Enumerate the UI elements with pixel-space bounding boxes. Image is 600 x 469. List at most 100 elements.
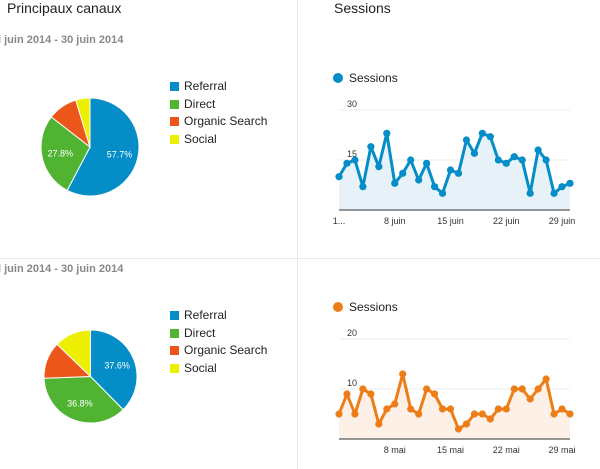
data-point[interactable] xyxy=(335,410,343,418)
data-point[interactable] xyxy=(510,385,518,393)
legend-item-organic-search[interactable]: Organic Search xyxy=(170,114,267,132)
data-point[interactable] xyxy=(359,385,367,393)
legend-label: Referral xyxy=(184,79,227,93)
data-point[interactable] xyxy=(423,385,431,393)
data-point[interactable] xyxy=(335,173,343,181)
series-dot xyxy=(333,73,343,83)
data-point[interactable] xyxy=(446,166,455,174)
data-point[interactable] xyxy=(438,405,447,413)
pie-slice-referral[interactable] xyxy=(66,97,140,197)
legend-item-direct[interactable]: Direct xyxy=(170,326,267,344)
pie-legend-1: Referral Direct Organic Search Social xyxy=(170,79,267,149)
data-point[interactable] xyxy=(454,425,463,433)
line-chart-1[interactable]: 30 15 1... 8 juin 15 juin 22 juin 29 juin xyxy=(333,90,600,230)
data-point[interactable] xyxy=(534,146,542,154)
data-point[interactable] xyxy=(566,410,574,418)
data-point[interactable] xyxy=(486,415,494,423)
data-point[interactable] xyxy=(399,169,407,177)
y-tick-label: 30 xyxy=(347,99,357,109)
pie-slice-social[interactable] xyxy=(56,329,91,378)
data-point[interactable] xyxy=(486,133,494,141)
data-point[interactable] xyxy=(391,179,399,187)
data-point[interactable] xyxy=(423,159,431,167)
data-point[interactable] xyxy=(343,159,351,167)
x-tick-label: 15 mai xyxy=(437,445,464,455)
pie-slice-referral[interactable] xyxy=(90,329,138,411)
data-point[interactable] xyxy=(454,169,463,177)
series-area xyxy=(339,133,570,210)
data-point[interactable] xyxy=(470,149,479,157)
data-point[interactable] xyxy=(566,179,574,187)
data-point[interactable] xyxy=(470,410,479,418)
x-tick-label: 22 mai xyxy=(493,445,520,455)
x-tick-label: 8 mai xyxy=(384,445,406,455)
data-point[interactable] xyxy=(494,405,502,413)
data-point[interactable] xyxy=(446,405,455,413)
data-point[interactable] xyxy=(399,370,407,378)
data-point[interactable] xyxy=(383,405,391,413)
data-point[interactable] xyxy=(542,375,550,383)
data-point[interactable] xyxy=(518,385,526,393)
legend-item-referral[interactable]: Referral xyxy=(170,79,267,97)
legend-label: Organic Search xyxy=(184,343,268,357)
data-point[interactable] xyxy=(510,153,518,161)
data-point[interactable] xyxy=(502,159,510,167)
series-legend-2[interactable]: Sessions xyxy=(333,300,398,314)
data-point[interactable] xyxy=(518,156,526,164)
data-point[interactable] xyxy=(478,410,486,418)
organic-search-swatch xyxy=(170,346,179,355)
referral-swatch xyxy=(170,82,179,91)
data-point[interactable] xyxy=(550,410,558,418)
line-chart-2[interactable]: 20 10 8 mai 15 mai 22 mai 29 mai xyxy=(333,320,600,460)
data-point[interactable] xyxy=(351,410,359,418)
pie-chart-1[interactable]: 57.7% 27.8% xyxy=(40,97,140,197)
pie-pct-label: 37.6% xyxy=(104,361,130,371)
data-point[interactable] xyxy=(375,163,383,171)
data-point[interactable] xyxy=(534,385,542,393)
data-point[interactable] xyxy=(407,405,415,413)
data-point[interactable] xyxy=(367,143,375,151)
data-point[interactable] xyxy=(359,183,367,191)
data-point[interactable] xyxy=(407,156,415,164)
legend-item-direct[interactable]: Direct xyxy=(170,97,267,115)
legend-item-referral[interactable]: Referral xyxy=(170,308,267,326)
row-divider xyxy=(0,258,600,259)
legend-label: Social xyxy=(184,360,217,375)
data-point[interactable] xyxy=(502,405,510,413)
pie-slice-social[interactable] xyxy=(75,97,91,148)
data-point[interactable] xyxy=(367,390,375,398)
referral-swatch xyxy=(170,311,179,320)
legend-item-social[interactable]: Social xyxy=(170,132,267,150)
data-point[interactable] xyxy=(542,156,550,164)
data-point[interactable] xyxy=(478,129,486,137)
pie-slice-direct[interactable] xyxy=(40,116,91,192)
series-dot xyxy=(333,302,343,312)
data-point[interactable] xyxy=(438,189,447,197)
data-point[interactable] xyxy=(462,136,471,144)
data-point[interactable] xyxy=(430,390,439,398)
data-point[interactable] xyxy=(430,183,439,191)
data-point[interactable] xyxy=(375,420,383,428)
data-point[interactable] xyxy=(558,183,566,191)
data-point[interactable] xyxy=(415,410,423,418)
pie-chart-2[interactable]: 37.6% 36.8% xyxy=(43,329,138,424)
data-point[interactable] xyxy=(343,390,351,398)
legend-item-social[interactable]: Social xyxy=(170,361,267,379)
data-point[interactable] xyxy=(383,129,391,137)
data-point[interactable] xyxy=(415,176,423,184)
data-point[interactable] xyxy=(462,420,471,428)
series-legend-1[interactable]: Sessions xyxy=(333,71,398,85)
data-point[interactable] xyxy=(391,400,399,408)
legend-item-organic-search[interactable]: Organic Search xyxy=(170,343,267,361)
data-point[interactable] xyxy=(526,395,534,403)
data-point[interactable] xyxy=(351,156,359,164)
x-tick-label: 29 mai xyxy=(549,445,576,455)
legend-label: Direct xyxy=(184,96,216,111)
data-point[interactable] xyxy=(550,189,558,197)
pie-slice-direct[interactable] xyxy=(43,375,124,424)
data-point[interactable] xyxy=(558,405,566,413)
x-tick-label: 8 juin xyxy=(384,216,406,226)
data-point[interactable] xyxy=(526,189,534,197)
data-point[interactable] xyxy=(494,156,502,164)
date-range-1: l juin 2014 - 30 juin 2014 xyxy=(0,34,124,46)
